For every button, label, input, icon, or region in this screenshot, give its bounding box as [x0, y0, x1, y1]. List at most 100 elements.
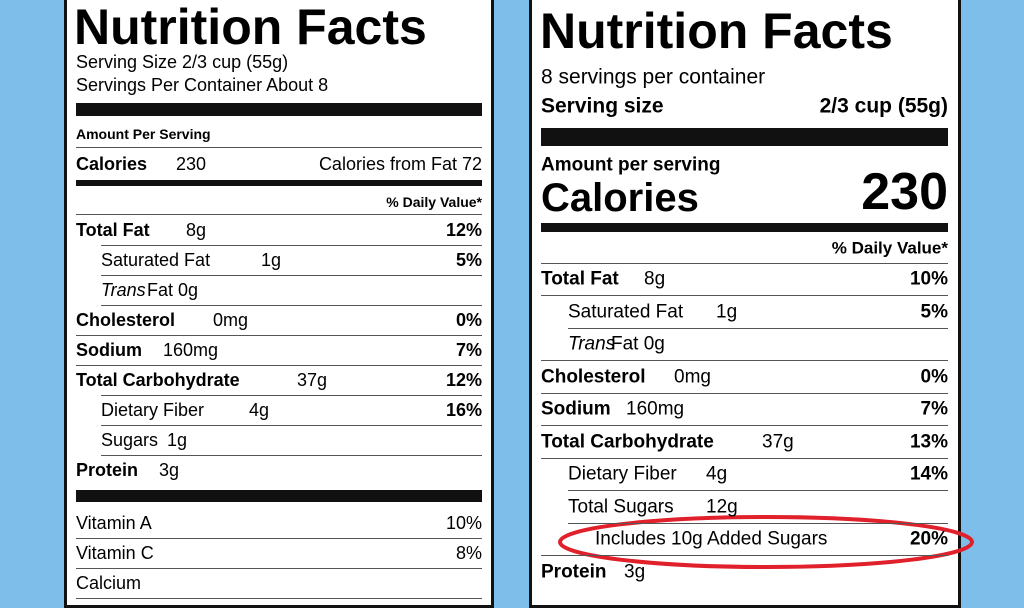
- nutrient-amount: 160mg: [626, 398, 685, 420]
- serving-size: Serving Size 2/3 cup (55g): [76, 52, 289, 72]
- daily-value-header: % Daily Value*: [831, 238, 948, 258]
- nutrient-dv: 0%: [920, 366, 948, 387]
- divider-line: [76, 568, 482, 569]
- nutrient-dv: 12%: [445, 220, 482, 240]
- nutrient-dv: 10%: [909, 268, 948, 290]
- nutrient-amount: 3g: [159, 460, 180, 480]
- divider-line: [541, 425, 948, 426]
- nutrient-amount: 4g: [706, 463, 728, 485]
- highlight-overlay: [558, 515, 974, 569]
- nutrient-label: Cholesterol: [541, 366, 646, 387]
- divider-line: [541, 457, 948, 459]
- divider-line: [568, 522, 948, 524]
- nutrient-label: Total Fat: [541, 268, 619, 290]
- divider-bar: [76, 180, 482, 186]
- nutrient-amount: 160mg: [163, 340, 219, 360]
- nutrient-amount: 37g: [762, 431, 794, 452]
- divider-line: [101, 395, 482, 396]
- servings: 8 servings per container: [541, 65, 766, 89]
- divider-line: [101, 305, 482, 306]
- nutrient-label: Trans: [101, 280, 146, 300]
- nutrient-amount: 3g: [624, 561, 646, 582]
- nutrient-label: Sugars: [101, 430, 159, 450]
- nutrient-amount: Fat 0g: [611, 333, 665, 355]
- title: Nutrition Facts: [540, 3, 893, 59]
- label-old: [64, 0, 494, 608]
- amount-per-serving: Amount Per Serving: [76, 126, 211, 142]
- calories-label: Calories: [541, 176, 699, 220]
- nutrient-dv: 5%: [920, 301, 948, 322]
- serving-size-value: 2/3 cup (55g): [819, 94, 948, 118]
- divider-line: [76, 147, 482, 148]
- nutrient-label: Saturated Fat: [568, 301, 684, 322]
- nutrient-label: Cholesterol: [76, 310, 176, 330]
- divider-line: [541, 360, 948, 361]
- divider-line: [101, 245, 482, 246]
- nutrient-dv: 20%: [909, 528, 948, 550]
- calories-from-fat: Calories from Fat 72: [318, 154, 482, 174]
- nutrient-dv: 5%: [455, 250, 482, 270]
- label-new: [529, 0, 961, 608]
- title: Nutrition Facts: [74, 0, 427, 55]
- nutrient-dv: 7%: [920, 398, 948, 420]
- nutrient-dv: 13%: [909, 431, 948, 452]
- serving-size-label: Serving size: [541, 94, 664, 118]
- nutrient-amount: 1g: [261, 250, 282, 270]
- nutrient-label: Dietary Fiber: [568, 463, 677, 485]
- nutrient-label: Protein: [541, 561, 607, 582]
- nutrient-amount: 8g: [186, 220, 207, 240]
- nutrient-dv: 12%: [445, 370, 482, 390]
- divider-line: [76, 538, 482, 539]
- nutrient-dv: 0%: [455, 310, 482, 330]
- nutrient-amount: 1g: [716, 301, 738, 322]
- nutrient-amount: 12g: [706, 496, 738, 517]
- divider-line: [76, 365, 482, 366]
- nutrient-label: Total Carbohydrate: [541, 431, 714, 452]
- vitamin-label: Calcium: [76, 573, 142, 593]
- nutrient-amount: 8g: [644, 268, 666, 290]
- nutrient-amount: 1g: [167, 430, 188, 450]
- nutrient-label: Includes 10g Added Sugars: [595, 528, 828, 550]
- nutrient-amount: 0mg: [674, 366, 711, 387]
- nutrient-dv: 16%: [445, 400, 482, 420]
- divider-line: [76, 598, 482, 599]
- nutrient-dv: 7%: [455, 340, 482, 360]
- nutrient-label: Total Sugars: [568, 496, 674, 517]
- vitamin-label: Vitamin C: [76, 543, 154, 563]
- page: {"left": {"title": "Nutrition Facts", "s…: [64, 0, 974, 608]
- divider-line: [101, 425, 482, 426]
- divider-line: [568, 327, 948, 329]
- divider-bar: [76, 103, 482, 116]
- nutrient-amount: 4g: [249, 400, 270, 420]
- vitamin-dv: 10%: [445, 513, 482, 533]
- divider-line: [76, 335, 482, 336]
- calories-value: 230: [861, 163, 948, 221]
- nutrient-amount: Fat 0g: [147, 280, 199, 300]
- servings: Servings Per Container About 8: [76, 75, 329, 95]
- divider-line: [568, 490, 948, 491]
- nutrient-label: Sodium: [541, 398, 611, 420]
- divider-bar: [541, 128, 948, 146]
- divider-bar: [541, 223, 948, 232]
- divider-line: [541, 555, 948, 556]
- vitamin-dv: 8%: [455, 543, 482, 563]
- nutrient-label: Total Carbohydrate: [76, 370, 240, 390]
- divider-bar: [76, 490, 482, 502]
- nutrient-amount: 37g: [297, 370, 328, 390]
- calories-label: Calories: [76, 154, 148, 174]
- divider-line: [541, 295, 948, 296]
- divider-line: [541, 263, 948, 264]
- nutrient-label: Sodium: [76, 340, 142, 360]
- nutrient-dv: 14%: [909, 463, 948, 485]
- amount-per-serving: Amount per serving: [541, 154, 721, 176]
- divider-line: [101, 275, 482, 276]
- calories-value: 230: [176, 154, 207, 174]
- nutrient-label: Trans: [568, 333, 616, 355]
- nutrient-label: Saturated Fat: [101, 250, 211, 270]
- vitamin-label: Vitamin A: [76, 513, 152, 533]
- nutrient-label: Dietary Fiber: [101, 400, 205, 420]
- highlight-ellipse: [558, 515, 974, 569]
- nutrient-label: Total Fat: [76, 220, 150, 240]
- divider-line: [101, 455, 482, 456]
- nutrient-label: Protein: [76, 460, 139, 480]
